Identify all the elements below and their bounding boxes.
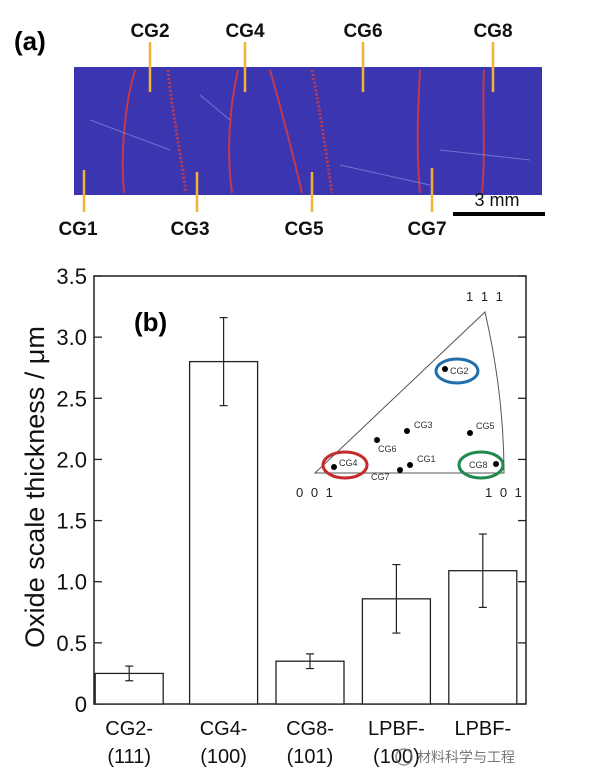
bar bbox=[188, 360, 259, 705]
label-cg3: CG3 bbox=[170, 219, 209, 240]
ipf-label-cg8: CG8 bbox=[469, 460, 488, 470]
ipf-point-cg5 bbox=[467, 430, 473, 436]
ipf-inset: 1 1 1 0 0 1 1 0 1 CG2 CG4 CG8 CG3 CG5 CG… bbox=[296, 289, 524, 500]
y-tick-label: 2.0 bbox=[56, 447, 87, 472]
ipf-label-cg2: CG2 bbox=[450, 366, 469, 376]
label-cg5: CG5 bbox=[284, 219, 324, 240]
ring-cg8 bbox=[457, 450, 505, 480]
y-tick-label: 3.5 bbox=[56, 264, 87, 289]
category-label: LPBF- bbox=[454, 718, 511, 740]
ipf-triangle bbox=[313, 311, 505, 474]
category-label: CG8- bbox=[286, 718, 334, 740]
label-cg6: CG6 bbox=[343, 21, 382, 42]
category-sublabel: (100) bbox=[200, 746, 247, 768]
watermark-icon bbox=[395, 748, 413, 766]
category-sublabel: (111) bbox=[107, 746, 151, 768]
bars bbox=[94, 316, 518, 705]
category-label: CG4- bbox=[200, 718, 248, 740]
y-axis-ticks: 0 0.5 1.0 1.5 2.0 2.5 3.0 3.5 bbox=[56, 264, 526, 717]
top-cg-labels: CG2 CG4 CG6 CG8 bbox=[130, 21, 513, 92]
sample-bar bbox=[74, 67, 542, 195]
pole-111: 1 1 1 bbox=[466, 289, 505, 304]
ipf-label-cg3: CG3 bbox=[414, 420, 433, 430]
y-tick-label: 0.5 bbox=[56, 631, 87, 656]
y-tick-label: 2.5 bbox=[56, 386, 87, 411]
y-tick-label: 0 bbox=[75, 692, 87, 717]
label-cg2: CG2 bbox=[130, 21, 169, 42]
surface-scratches bbox=[89, 94, 531, 186]
ipf-point-cg7 bbox=[397, 467, 403, 473]
ipf-point-cg2 bbox=[442, 366, 448, 372]
ipf-label-cg7: CG7 bbox=[371, 472, 390, 482]
ipf-point-cg6 bbox=[374, 437, 380, 443]
scale-bar bbox=[453, 212, 545, 216]
sample-photo bbox=[74, 67, 542, 195]
label-cg4: CG4 bbox=[225, 21, 265, 42]
ipf-label-cg4: CG4 bbox=[339, 458, 358, 468]
ipf-label-cg1: CG1 bbox=[417, 454, 436, 464]
ring-cg4 bbox=[321, 450, 369, 480]
y-tick-label: 1.5 bbox=[56, 509, 87, 534]
pole-101: 1 0 1 bbox=[485, 485, 524, 500]
y-axis-title: Oxide scale thickness / μm bbox=[20, 326, 50, 648]
ipf-point-cg3 bbox=[404, 428, 410, 434]
scale-bar-label: 3 mm bbox=[475, 190, 520, 210]
y-tick-label: 1.0 bbox=[56, 570, 87, 595]
ipf-point-cg1 bbox=[407, 462, 413, 468]
watermark-text: 材料科学与工程 bbox=[417, 750, 515, 766]
ipf-point-cg4 bbox=[331, 464, 337, 470]
label-cg7: CG7 bbox=[407, 219, 446, 240]
bottom-cg-labels: CG1 CG3 CG5 CG7 bbox=[58, 168, 447, 240]
grain-boundaries bbox=[121, 69, 485, 194]
pole-001: 0 0 1 bbox=[296, 485, 335, 500]
ipf-point-cg8 bbox=[493, 461, 499, 467]
panel-b-label: (b) bbox=[134, 307, 167, 337]
ipf-label-cg5: CG5 bbox=[476, 421, 495, 431]
ring-cg2 bbox=[434, 357, 480, 385]
watermark: 材料科学与工程 bbox=[395, 748, 515, 766]
y-tick-label: 3.0 bbox=[56, 325, 87, 350]
category-labels: CG2-(111)CG4-(100)CG8-(101)LPBF-(100)LPB… bbox=[105, 718, 511, 768]
label-cg1: CG1 bbox=[58, 219, 98, 240]
category-label: LPBF- bbox=[368, 718, 425, 740]
category-sublabel: (101) bbox=[287, 746, 334, 768]
label-cg8: CG8 bbox=[473, 21, 512, 42]
panel-a-label: (a) bbox=[14, 26, 46, 56]
bar-chart: (b) Oxide scale thickness / μm 0 0.5 1.0 1.… bbox=[20, 264, 527, 768]
ipf-label-cg6: CG6 bbox=[378, 444, 397, 454]
category-label: CG2- bbox=[105, 718, 153, 740]
